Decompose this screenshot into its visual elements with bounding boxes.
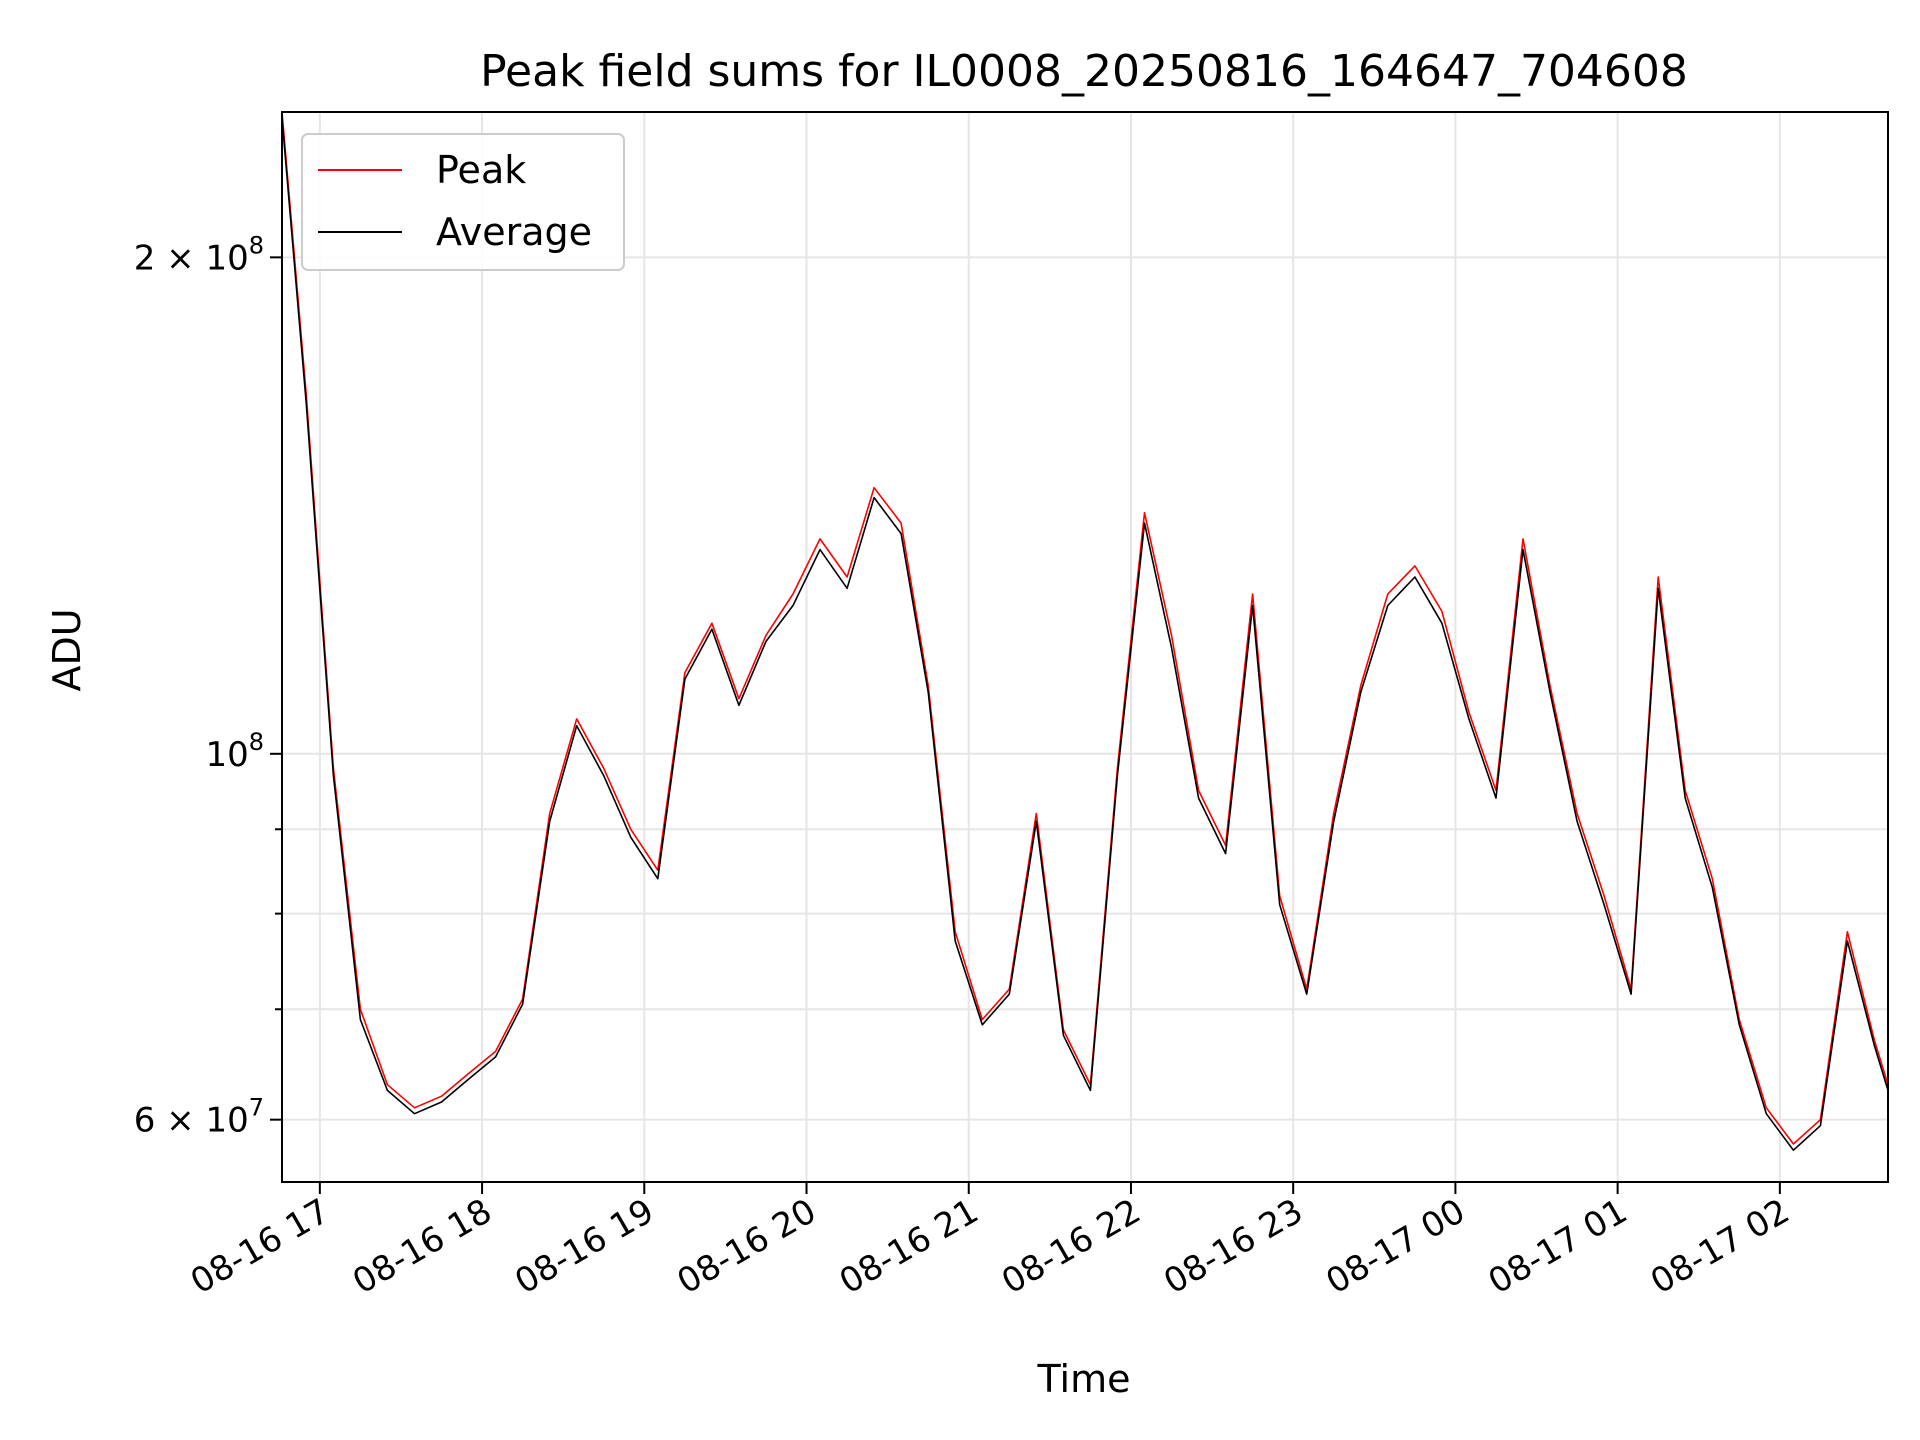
x-tick-label: 08-16 22 xyxy=(995,1191,1147,1302)
x-tick-label: 08-17 01 xyxy=(1482,1191,1634,1302)
x-tick-label: 08-17 00 xyxy=(1320,1191,1472,1302)
x-axis: 08-16 17 08-16 18 08-16 19 08-16 20 08-16 21… xyxy=(184,1182,1796,1302)
y-axis-label: ADU xyxy=(45,608,89,691)
x-axis-label: Time xyxy=(1037,1357,1131,1401)
chart-title: Peak field sums for IL0008_20250816_1646… xyxy=(480,46,1688,97)
x-tick-label: 08-16 17 xyxy=(184,1191,336,1302)
x-tick-label: 08-16 23 xyxy=(1157,1191,1309,1302)
legend-box xyxy=(301,133,625,271)
legend-label-peak: Peak xyxy=(436,148,526,192)
plot-area xyxy=(282,112,1888,1151)
y-tick-label: 6 × 107 xyxy=(134,1094,264,1141)
x-tick-label: 08-16 21 xyxy=(833,1191,985,1302)
y-tick-label: 108 xyxy=(205,728,264,775)
legend-label-average: Average xyxy=(436,210,592,254)
legend: Peak Average xyxy=(301,133,625,271)
y-tick-label: 2 × 108 xyxy=(134,231,264,278)
x-tick-label: 08-16 19 xyxy=(508,1191,660,1302)
series-line-average xyxy=(282,117,1888,1151)
x-tick-label: 08-16 18 xyxy=(346,1191,498,1302)
grid xyxy=(282,112,1888,1182)
axes-frame xyxy=(281,111,1889,1183)
x-tick-label: 08-16 20 xyxy=(671,1191,823,1302)
x-tick-label: 08-17 02 xyxy=(1644,1191,1796,1302)
y-axis: 2 × 108 108 6 × 107 xyxy=(134,231,282,1141)
